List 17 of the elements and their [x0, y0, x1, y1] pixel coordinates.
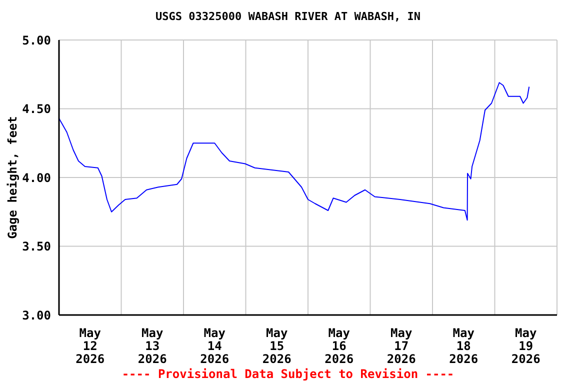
x-tick-label: May 15 2026 — [262, 326, 292, 366]
y-tick-label: 4.50 — [22, 102, 51, 116]
y-tick-label: 3.50 — [22, 240, 51, 254]
x-tick-label: May 16 2026 — [324, 326, 354, 366]
x-tick-label: May 18 2026 — [449, 326, 478, 366]
x-tick-label: May 13 2026 — [138, 326, 167, 366]
x-tick-label: May 12 2026 — [76, 326, 105, 366]
y-axis-title: Gage height, feet — [5, 116, 20, 239]
y-tick-label: 5.00 — [22, 33, 51, 48]
chart-title: USGS 03325000 WABASH RIVER AT WABASH, IN — [154, 10, 422, 23]
x-tick-label: May 14 2026 — [200, 326, 230, 366]
y-tick-label: 3.00 — [22, 308, 51, 322]
y-tick-label: 4.00 — [22, 170, 51, 185]
text: ---- Provisional Data Subject to Revision ---- — [120, 367, 456, 381]
x-tick-label: May 19 2026 — [511, 326, 540, 366]
x-tick-label: May 17 2026 — [386, 326, 416, 366]
line-series — [59, 82, 530, 221]
